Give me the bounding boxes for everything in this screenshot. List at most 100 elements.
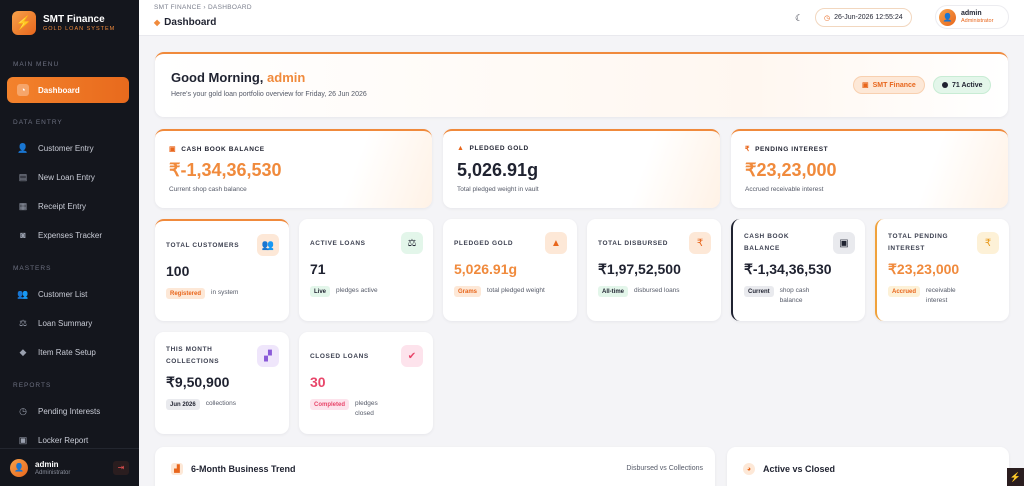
- sidebar-item-label: Item Rate Setup: [38, 347, 96, 357]
- user-menu[interactable]: 👤 admin Administrator: [935, 5, 1009, 29]
- breadcrumb-current: DASHBOARD: [207, 4, 252, 11]
- card-footer: Live pledges active: [310, 286, 378, 297]
- sidebar-item-expenses-tracker[interactable]: ◙ Expenses Tracker: [7, 222, 129, 248]
- wallet-icon: ◙: [20, 230, 26, 240]
- total-customers-card: TOTAL CUSTOMERS 👥 100 Registered in syste…: [155, 219, 289, 321]
- section-subtitle: Disbursed vs Collections: [626, 465, 703, 472]
- cash-book-balance-stat-card: CASH BOOK BALANCE ▣ ₹-1,34,36,530 Curren…: [731, 219, 865, 321]
- diamond-icon: ◆: [154, 18, 161, 27]
- gold-bar-icon: ▲: [545, 232, 567, 254]
- sidebar-item-locker-report[interactable]: ▣ Locker Report: [7, 427, 129, 453]
- card-footer: Current shop cash balance: [744, 286, 830, 306]
- status-badge: Current: [744, 286, 774, 297]
- locker-icon: ▣: [18, 434, 28, 445]
- sidebar-item-customer-entry[interactable]: 👤 Customer Entry: [7, 135, 129, 161]
- sidebar-item-customer-list[interactable]: 👥 Customer List: [7, 281, 129, 307]
- greeting-prefix: Good Morning,: [171, 70, 264, 85]
- gold-bar-icon: ▲: [457, 145, 465, 152]
- status-badge: Completed: [310, 399, 350, 410]
- card-footer: Grams total pledged weight: [454, 286, 547, 297]
- datetime-display: ◷ 26-Jun-2026 12:55:24: [815, 8, 912, 27]
- datetime-text: 26-Jun-2026 12:55:24: [834, 14, 903, 21]
- sidebar-item-dashboard[interactable]: ◔ Dashboard: [7, 77, 129, 103]
- breadcrumb: SMT FINANCE › DASHBOARD: [154, 4, 252, 11]
- card-note: in system: [211, 289, 239, 296]
- scale-icon: ⚖: [18, 317, 28, 328]
- section-label-reports: REPORTS: [13, 382, 52, 389]
- rupee-icon: ₹: [689, 232, 711, 254]
- status-badge: Live: [310, 286, 331, 297]
- card-value: ₹-1,34,36,530: [744, 261, 832, 277]
- brand-pill-label: SMT Finance: [872, 81, 916, 89]
- card-label: PLEDGED GOLD: [454, 240, 514, 247]
- card-note: total pledged weight: [487, 287, 545, 294]
- card-caption: Current shop cash balance: [169, 186, 247, 193]
- section-label-main: MAIN MENU: [13, 61, 60, 68]
- calendar-badge: Jun 2026: [166, 399, 200, 410]
- card-caption: Total pledged weight in vault: [457, 186, 539, 193]
- card-note: collections: [205, 400, 237, 407]
- floating-action-icon[interactable]: ⚡: [1007, 468, 1024, 486]
- active-pill: 71 Active: [933, 76, 992, 94]
- clock-icon: ◷: [19, 405, 27, 416]
- sidebar-item-item-rate-setup[interactable]: ◆ Item Rate Setup: [7, 339, 129, 365]
- closed-loans-card: CLOSED LOANS ✔ 30 Completed pledges close…: [299, 332, 433, 434]
- card-label: TOTAL DISBURSED: [598, 240, 669, 247]
- wallet-icon: ▣: [833, 232, 855, 254]
- card-label: ACTIVE LOANS: [310, 240, 366, 247]
- sidebar-item-loan-summary[interactable]: ⚖ Loan Summary: [7, 310, 129, 336]
- pending-interest-card: ₹ PENDING INTEREST ₹23,23,000 Accrued rec…: [731, 129, 1008, 208]
- card-value: 100: [166, 263, 190, 279]
- total-pending-interest-card: TOTAL PENDING INTEREST ₹ ₹23,23,000 Accr…: [875, 219, 1009, 321]
- card-note: receivable interest: [926, 287, 956, 304]
- brand-pill: ▣ SMT Finance: [853, 76, 925, 94]
- check-circle-icon: ✔: [401, 345, 423, 367]
- card-label: ▲ PLEDGED GOLD: [457, 145, 529, 152]
- pledged-gold-card: ▲ PLEDGED GOLD 5,026.91g Total pledged we…: [443, 129, 720, 208]
- sidebar: ⚡ SMT Finance GOLD LOAN SYSTEM MAIN MENU…: [0, 0, 139, 486]
- business-trend-panel: ▟ 6-Month Business Trend Disbursed vs Col…: [155, 447, 715, 486]
- card-footer: All-time disbursed loans: [598, 286, 680, 297]
- card-label: ₹ PENDING INTEREST: [745, 145, 828, 154]
- sidebar-item-receipt-entry[interactable]: ▦ Receipt Entry: [7, 193, 129, 219]
- status-badge: Registered: [166, 288, 206, 299]
- card-value: 5,026.91g: [454, 261, 518, 277]
- section-title: Active vs Closed: [763, 464, 836, 474]
- greeting-title: Good Morning, admin: [171, 70, 305, 85]
- scale-icon: ⚖: [401, 232, 423, 254]
- card-footer: Completed pledges closed: [310, 399, 385, 419]
- greeting-card: Good Morning, admin Here's your gold loa…: [155, 52, 1008, 117]
- card-label-text: PLEDGED GOLD: [469, 145, 529, 152]
- users-icon: 👥: [17, 288, 29, 299]
- avatar: 👤: [10, 458, 28, 477]
- card-value: 5,026.91g: [457, 160, 539, 180]
- card-footer: Accrued receivable interest: [888, 286, 976, 306]
- breadcrumb-separator: ›: [203, 4, 206, 11]
- card-value: ₹9,50,900: [166, 374, 230, 390]
- clock-icon: ◷: [824, 14, 831, 22]
- pledged-gold-stat-card: PLEDGED GOLD ▲ 5,026.91g Grams total pled…: [443, 219, 577, 321]
- logo-icon: ⚡: [12, 11, 36, 35]
- money-bag-icon: ₹: [745, 146, 751, 153]
- theme-toggle-moon-icon[interactable]: ☾: [794, 12, 804, 23]
- card-value: 30: [310, 374, 326, 390]
- logout-icon[interactable]: ⇥: [113, 460, 129, 475]
- brand-title: SMT Finance: [43, 14, 105, 25]
- brand-subtitle: GOLD LOAN SYSTEM: [43, 26, 116, 32]
- sidebar-item-label: Locker Report: [38, 435, 89, 445]
- brand[interactable]: ⚡ SMT Finance GOLD LOAN SYSTEM: [0, 0, 139, 46]
- sidebar-item-label: Dashboard: [38, 85, 80, 95]
- sidebar-item-pending-interests[interactable]: ◷ Pending Interests: [7, 398, 129, 424]
- sidebar-item-new-loan-entry[interactable]: ▤ New Loan Entry: [7, 164, 129, 190]
- breadcrumb-root[interactable]: SMT FINANCE: [154, 4, 202, 11]
- store-icon: ▣: [862, 82, 869, 89]
- card-note: disbursed loans: [634, 287, 680, 294]
- card-label: THIS MONTH COLLECTIONS: [166, 346, 220, 365]
- topbar: SMT FINANCE › DASHBOARD ◆ Dashboard ☾ ◷ …: [139, 0, 1024, 36]
- avatar: 👤: [939, 8, 956, 26]
- status-badge: All-time: [598, 286, 629, 297]
- receipt-icon: ▦: [18, 200, 28, 211]
- user-name: admin: [961, 10, 982, 17]
- card-value: ₹1,97,52,500: [598, 261, 681, 277]
- this-month-collections-card: THIS MONTH COLLECTIONS ▞ ₹9,50,900 Jun 2…: [155, 332, 289, 434]
